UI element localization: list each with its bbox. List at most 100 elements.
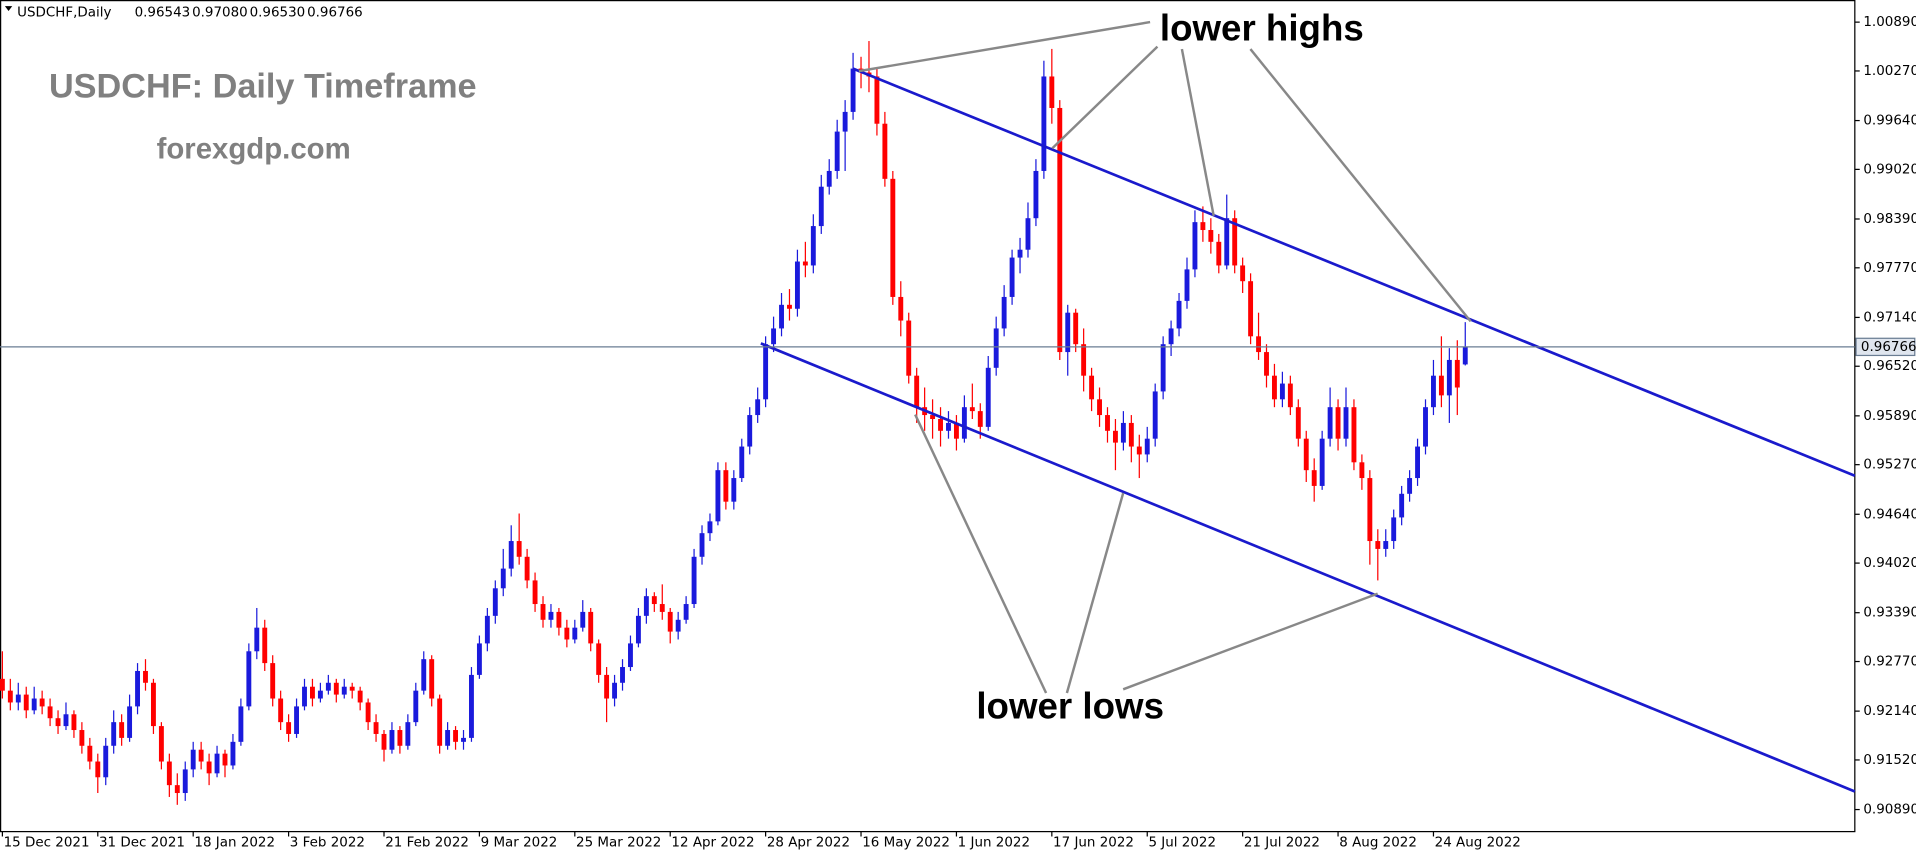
high-label: 0.97080 bbox=[192, 4, 248, 20]
close-label: 0.96766 bbox=[307, 4, 363, 20]
candle-body bbox=[1351, 407, 1357, 463]
candle-body bbox=[413, 690, 419, 723]
candle-body bbox=[1279, 383, 1285, 400]
candle-body bbox=[818, 186, 824, 227]
candle-body bbox=[1216, 241, 1222, 266]
candle-body bbox=[421, 659, 427, 691]
candle-body bbox=[556, 611, 562, 628]
trendline bbox=[760, 342, 1856, 793]
header-icon bbox=[4, 6, 13, 12]
candle-body bbox=[182, 769, 188, 794]
candle-body bbox=[1009, 257, 1015, 297]
y-tick-label: 0.97770 bbox=[1863, 260, 1916, 276]
candle-body bbox=[111, 722, 117, 746]
candle-body bbox=[667, 611, 673, 632]
candle-body bbox=[1089, 375, 1095, 400]
candle-body bbox=[1375, 541, 1381, 549]
candle-body bbox=[190, 749, 196, 770]
candle-body bbox=[71, 714, 77, 731]
candle-body bbox=[635, 615, 641, 644]
candle-body bbox=[325, 682, 331, 691]
candle-body bbox=[612, 682, 618, 699]
candle-body bbox=[397, 730, 403, 746]
candle-body bbox=[938, 418, 943, 431]
x-tick-label: 12 Apr 2022 bbox=[671, 835, 754, 850]
candle-body bbox=[508, 541, 514, 569]
candle-body bbox=[1065, 312, 1071, 353]
candle-body bbox=[930, 415, 936, 419]
x-tick-label: 16 May 2022 bbox=[862, 835, 950, 850]
chart-title: USDCHF: Daily Timeframe bbox=[49, 67, 477, 105]
candle-body bbox=[1208, 230, 1214, 242]
candle-body bbox=[1001, 296, 1007, 329]
candle-body bbox=[914, 375, 920, 408]
candle-body bbox=[341, 686, 347, 695]
candle-body bbox=[317, 690, 323, 699]
candle-body bbox=[699, 533, 705, 557]
candle-body bbox=[620, 667, 625, 683]
candle-body bbox=[1335, 407, 1341, 439]
candle-body bbox=[794, 261, 800, 309]
candle-body bbox=[333, 682, 339, 695]
pointer bbox=[914, 414, 1048, 694]
candle-body bbox=[1168, 328, 1174, 345]
candle-body bbox=[715, 470, 721, 522]
candle-body bbox=[119, 722, 125, 738]
candle-body bbox=[15, 694, 21, 703]
candle-body bbox=[977, 411, 983, 427]
x-tick-label: 25 Mar 2022 bbox=[576, 835, 661, 850]
candle-body bbox=[1311, 470, 1317, 486]
candle-body bbox=[1073, 312, 1079, 345]
annotation: lower lows bbox=[976, 686, 1164, 727]
candle-body bbox=[373, 722, 379, 734]
candle-body bbox=[532, 580, 538, 605]
candle-body bbox=[405, 722, 411, 746]
candle-body bbox=[7, 690, 13, 703]
annotation: lower highs bbox=[1160, 7, 1364, 48]
candle-body bbox=[286, 722, 292, 734]
candle-body bbox=[1438, 375, 1444, 396]
candle-body bbox=[1224, 218, 1230, 266]
candle-body bbox=[1431, 375, 1436, 408]
candle-body bbox=[1264, 352, 1269, 376]
y-tick-label: 1.00890 bbox=[1863, 14, 1916, 30]
candle-body bbox=[898, 296, 904, 321]
price-tag bbox=[1855, 337, 1916, 357]
candle-body bbox=[1327, 407, 1333, 439]
candle-body bbox=[651, 596, 657, 605]
candle-body bbox=[628, 643, 633, 668]
candle-body bbox=[1152, 391, 1158, 439]
pointer bbox=[1249, 48, 1472, 323]
candle-body bbox=[969, 407, 975, 412]
x-tick-label: 21 Feb 2022 bbox=[385, 835, 469, 850]
candle-body bbox=[842, 111, 848, 132]
candle-body bbox=[961, 407, 967, 439]
candle-body bbox=[1343, 407, 1349, 439]
chart-subtitle: forexgdp.com bbox=[157, 133, 351, 166]
candle-body bbox=[1446, 359, 1452, 396]
candle-body bbox=[1128, 422, 1134, 447]
candle-body bbox=[492, 588, 498, 616]
candle-body bbox=[1136, 446, 1142, 455]
candle-body bbox=[254, 627, 260, 652]
candle-body bbox=[524, 556, 530, 581]
y-tick-label: 0.91520 bbox=[1863, 752, 1916, 768]
candle-body bbox=[588, 611, 594, 644]
y-tick-label: 0.99020 bbox=[1863, 161, 1916, 177]
candle-body bbox=[476, 643, 482, 675]
candle-body bbox=[158, 726, 164, 762]
candle-body bbox=[1248, 281, 1254, 337]
candle-body bbox=[23, 694, 29, 711]
candle-body bbox=[1057, 107, 1063, 353]
candle-body bbox=[1383, 541, 1389, 549]
candle-body bbox=[1407, 478, 1413, 494]
candle-body bbox=[1017, 249, 1023, 258]
pointer bbox=[1051, 45, 1159, 150]
candle-body bbox=[95, 761, 101, 778]
open-label: 0.96543 bbox=[135, 4, 191, 20]
candle-body bbox=[1120, 422, 1126, 443]
x-tick-label: 8 Aug 2022 bbox=[1339, 835, 1417, 850]
candle-body bbox=[946, 422, 951, 431]
candle-body bbox=[1105, 415, 1110, 431]
